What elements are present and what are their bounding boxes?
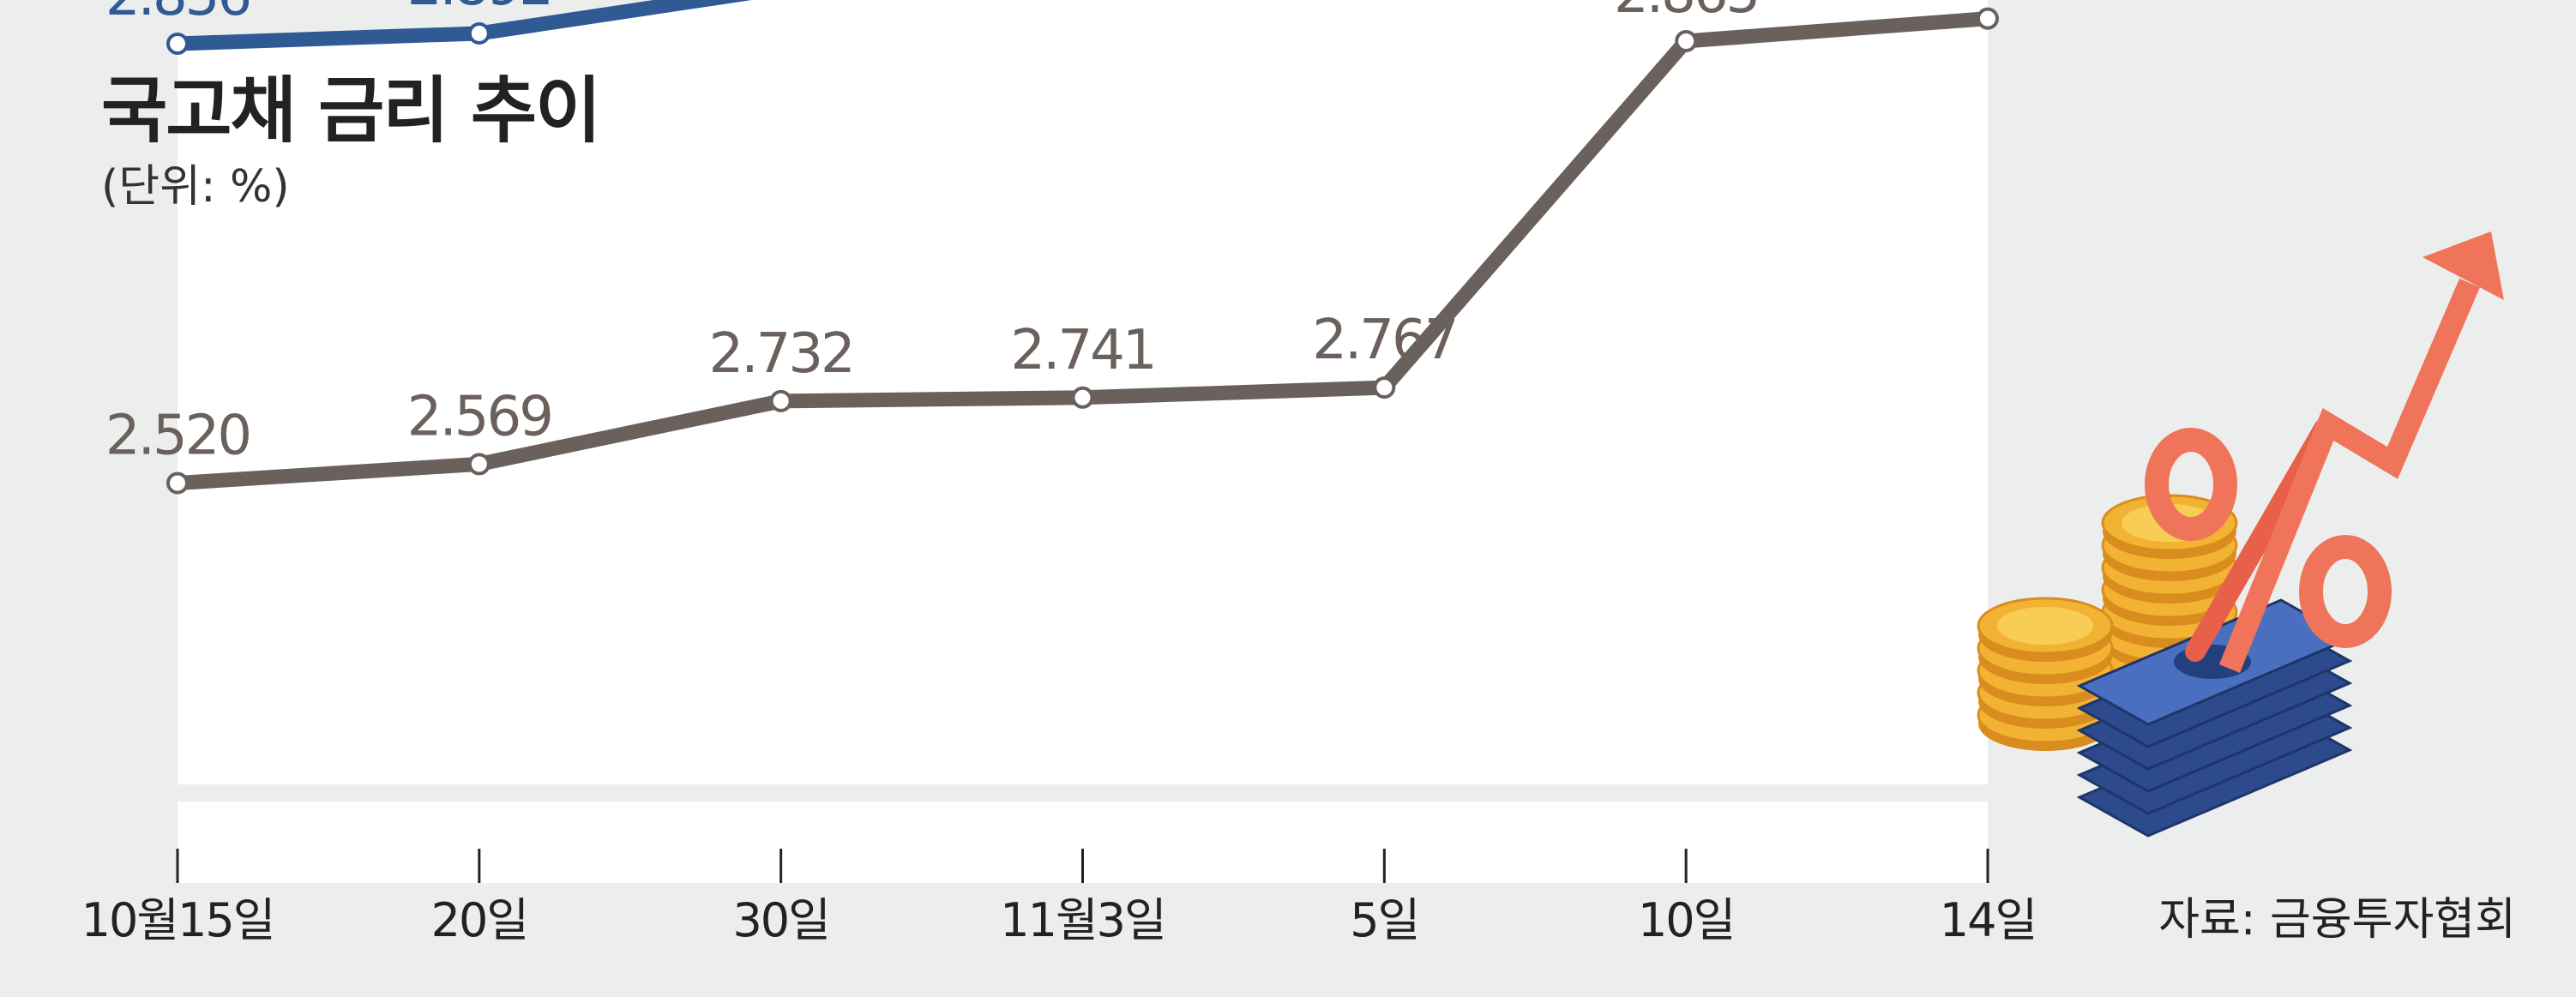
x-tick-label: 20일	[431, 893, 527, 947]
x-tick-label: 10월15일	[81, 893, 274, 947]
data-label: 2.892	[407, 0, 551, 18]
data-point	[166, 32, 189, 55]
data-label: 2.865	[1614, 0, 1758, 26]
data-point	[1071, 386, 1094, 409]
data-label: 2.732	[709, 322, 853, 386]
rising-arrow-icon	[2423, 231, 2504, 300]
x-tick-label: 14일	[1940, 893, 2036, 947]
data-label: 2.767	[1312, 309, 1456, 372]
coin-stack-icon-top	[1997, 607, 2093, 645]
data-label: 2.741	[1010, 319, 1154, 382]
x-tick-label: 11월3일	[1000, 893, 1165, 947]
source-note: 자료: 금융투자협회	[2158, 894, 2516, 946]
chart-title: 국고채 금리 추이	[101, 69, 601, 153]
data-point	[467, 453, 491, 476]
data-point	[467, 21, 491, 45]
x-tick-label: 5일	[1350, 893, 1418, 947]
data-point	[166, 471, 189, 495]
x-tick-label: 30일	[732, 893, 828, 947]
unit-note: (단위: %)	[101, 161, 290, 213]
rising-arrow-icon	[2218, 278, 2480, 673]
data-point	[1977, 7, 1999, 30]
data-label: 2.569	[407, 385, 551, 448]
x-tick-label: 10일	[1638, 893, 1734, 947]
data-label: 2.856	[105, 0, 250, 28]
data-label: 2.520	[105, 404, 250, 467]
percent-sign-icon	[2145, 428, 2237, 541]
data-point	[769, 389, 792, 412]
data-point	[1373, 376, 1396, 399]
percent-sign-icon	[2299, 535, 2392, 648]
data-point	[1675, 29, 1698, 52]
